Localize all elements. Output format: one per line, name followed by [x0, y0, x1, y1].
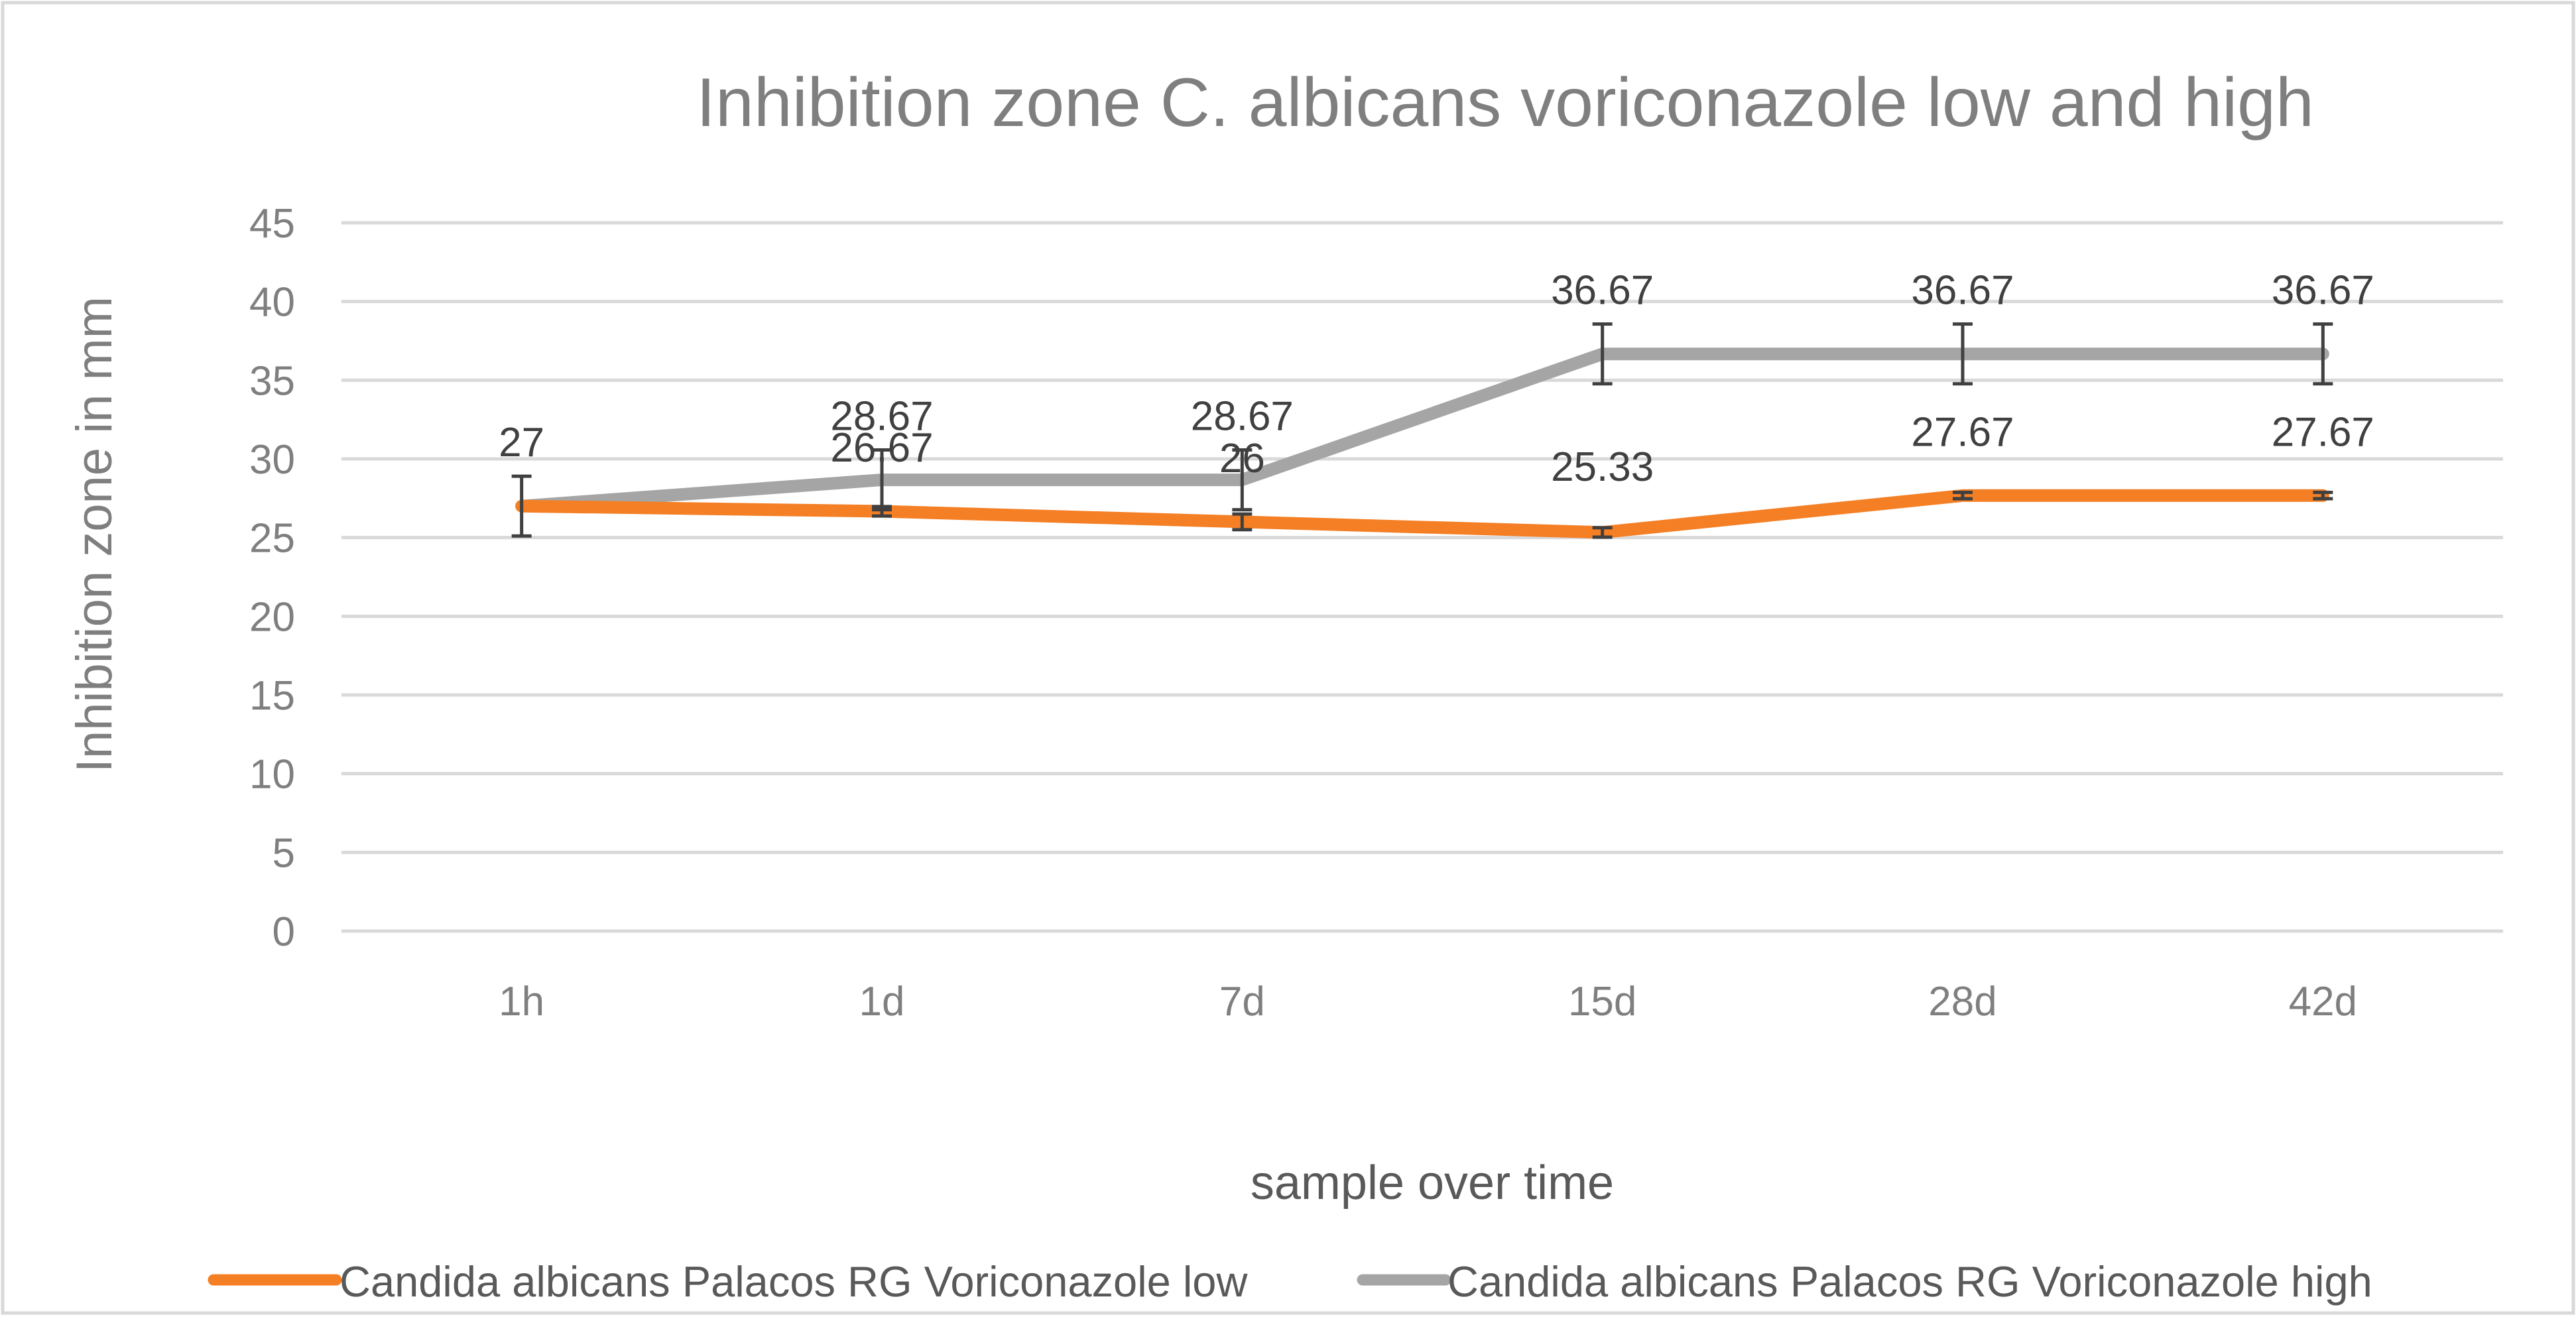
y-tick-label-15: 15 [249, 673, 295, 719]
x-tick-label-1h: 1h [499, 979, 544, 1025]
x-axis-label: sample over time [1251, 1157, 1614, 1210]
grid-lines [341, 221, 2503, 933]
data-label-high-28d: 36.67 [1911, 268, 2014, 314]
x-tick-label-7d: 7d [1219, 979, 1265, 1025]
data-labels: 27 26.67 26 25.33 27.67 27.67 28.67 28.67 36.67 3… [499, 268, 2374, 490]
series-line-high [515, 347, 2329, 513]
x-tick-label-42d: 42d [2289, 979, 2357, 1025]
data-label-low-7d: 26 [1219, 436, 1265, 481]
error-bar-low-42d [2313, 491, 2333, 501]
legend: Candida albicans Palacos RG Voriconazole… [208, 1257, 2372, 1306]
legend-label-low: Candida albicans Palacos RG Voriconazole… [339, 1257, 1248, 1306]
legend-label-high: Candida albicans Palacos RG Voriconazole… [1447, 1257, 2372, 1306]
chart-title: Inhibition zone C. albicans voriconazole… [696, 64, 2314, 141]
data-label-high-7d: 28.67 [1191, 394, 1294, 440]
data-label-low-1d: 26.67 [830, 425, 933, 471]
error-bar-low-15d [1592, 526, 1613, 539]
error-bar-high-42d [2313, 322, 2333, 386]
y-tick-label-0: 0 [273, 909, 295, 955]
error-bar-low-28d [1953, 491, 1973, 501]
data-label-low-15d: 25.33 [1551, 444, 1654, 490]
error-bar-high-28d [1953, 322, 1973, 386]
y-tick-label-35: 35 [249, 358, 295, 404]
y-axis-label: Inhibition zone in mm [66, 296, 123, 773]
data-label-high-1d: 28.67 [830, 394, 933, 440]
series-lines [515, 347, 2329, 539]
data-label-high-42d: 36.67 [2272, 268, 2374, 314]
error-bar-high-1h [511, 474, 532, 538]
error-bars [511, 322, 2333, 539]
y-tick-label-30: 30 [249, 437, 295, 483]
x-tick-label-28d: 28d [1928, 979, 1996, 1025]
data-label-low-28d: 27.67 [1911, 409, 2014, 455]
x-tick-labels: 1h 1d 7d 15d 28d 42d [499, 979, 2357, 1025]
error-bar-high-15d [1592, 322, 1613, 386]
error-bar-low-7d [1232, 512, 1253, 532]
y-tick-label-40: 40 [249, 280, 295, 326]
y-tick-label-45: 45 [249, 201, 295, 247]
series-line-low [515, 489, 2329, 539]
data-label-low-42d: 27.67 [2272, 409, 2374, 455]
y-tick-label-5: 5 [273, 830, 295, 876]
y-tick-labels: 0 5 10 15 20 25 30 35 40 45 [249, 201, 295, 955]
x-tick-label-15d: 15d [1568, 979, 1636, 1025]
x-tick-label-1d: 1d [859, 979, 905, 1025]
y-tick-label-25: 25 [249, 516, 295, 562]
data-label-low-1h: 27 [499, 420, 544, 466]
y-tick-label-20: 20 [249, 594, 295, 640]
error-bar-high-7d [1232, 448, 1253, 512]
data-label-high-15d: 36.67 [1551, 268, 1654, 314]
y-tick-label-10: 10 [249, 752, 295, 798]
error-bar-high-1d [872, 448, 892, 512]
